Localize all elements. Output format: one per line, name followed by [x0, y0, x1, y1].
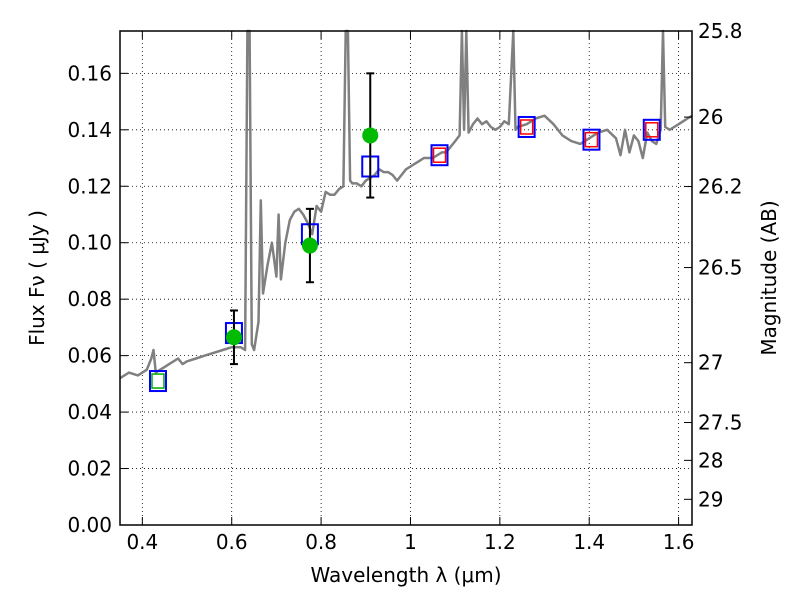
green-square-marker — [151, 373, 165, 389]
right-tick-label: 27.5 — [698, 411, 743, 435]
y-tick-label: 0.08 — [67, 287, 112, 311]
x-tick-label: 1 — [404, 530, 417, 554]
spectrum-line — [119, 29, 693, 380]
x-tick-label: 1.4 — [573, 530, 605, 554]
x-tick-label: 0.4 — [126, 530, 158, 554]
right-tick-label: 25.8 — [698, 19, 743, 43]
y-tick-label: 0.14 — [67, 118, 112, 142]
y-tick-label: 0.04 — [67, 400, 112, 424]
right-tick-label: 26.5 — [698, 256, 743, 280]
y-tick-label: 0.12 — [67, 174, 112, 198]
right-tick-label: 27 — [698, 351, 723, 375]
y-axis-label: Flux Fν ( μJy ) — [25, 210, 49, 346]
blue-square-marker — [430, 144, 449, 167]
green-point-marker — [225, 329, 242, 346]
blue-square-marker — [148, 370, 167, 393]
blue-square-marker — [517, 115, 536, 138]
green-point-marker — [301, 237, 318, 254]
right-axis-label: Magnitude (AB) — [757, 200, 781, 355]
green-point-marker — [362, 127, 379, 144]
red-square-marker — [645, 122, 659, 138]
ticks-layer — [120, 30, 692, 526]
blue-square-marker — [582, 128, 601, 151]
blue-square-marker — [642, 118, 661, 141]
right-tick-label: 29 — [698, 487, 723, 511]
x-tick-label: 1.6 — [663, 530, 695, 554]
red-square-marker — [584, 131, 599, 148]
x-tick-label: 1.2 — [484, 530, 516, 554]
y-tick-label: 0.10 — [67, 231, 112, 255]
y-tick-label: 0.00 — [67, 513, 112, 537]
grid-layer — [120, 31, 692, 526]
red-square-marker — [432, 147, 447, 163]
plot-frame — [119, 30, 693, 526]
right-tick-label: 26 — [698, 105, 723, 129]
y-tick-label: 0.06 — [67, 344, 112, 368]
series-layer — [119, 29, 693, 393]
x-tick-label: 0.8 — [305, 530, 337, 554]
y-tick-label: 0.16 — [67, 61, 112, 85]
labels-layer: 0.4 0.6 0.8 1 1.2 1.4 1.6 0.00 0.02 0.04 0.06 0.08 0… — [67, 19, 742, 554]
x-tick-label: 0.6 — [216, 530, 248, 554]
right-tick-label: 26.2 — [698, 175, 743, 199]
right-tick-label: 28 — [698, 448, 723, 472]
x-axis-label: Wavelength λ (μm) — [310, 563, 501, 587]
red-square-marker — [519, 119, 534, 135]
y-tick-label: 0.02 — [67, 457, 112, 481]
